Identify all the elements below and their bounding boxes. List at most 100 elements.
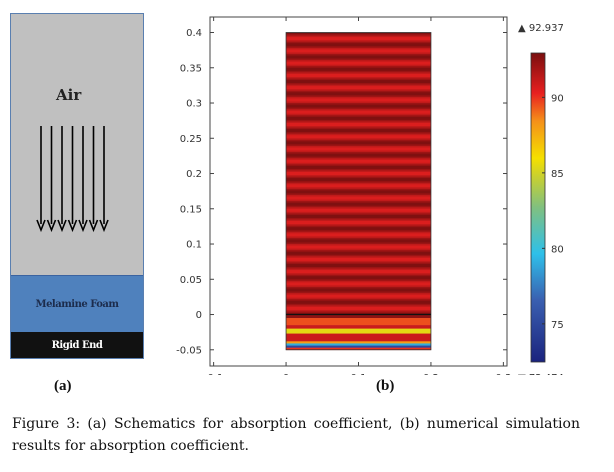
field-stripe xyxy=(286,83,431,86)
field-stripe xyxy=(286,308,431,311)
field-stripe xyxy=(286,279,431,282)
field-stripe xyxy=(286,221,431,224)
field-stripe xyxy=(286,32,431,35)
field-stripe xyxy=(286,162,431,165)
field-stripe xyxy=(286,76,431,79)
field-stripe xyxy=(286,109,431,112)
field-stripe xyxy=(286,49,431,52)
field-stripe xyxy=(286,118,431,121)
field-stripe xyxy=(286,153,431,156)
domain-outline xyxy=(285,32,432,351)
field-stripe xyxy=(286,99,431,102)
field-stripe xyxy=(286,285,431,288)
field-stripe xyxy=(286,40,431,43)
field-stripe xyxy=(286,294,431,297)
field-stripe xyxy=(286,67,431,70)
field-stripe xyxy=(286,305,431,308)
field-stripe xyxy=(286,257,431,260)
x-tick-label: -0.1 xyxy=(204,373,224,375)
field-stripe xyxy=(286,121,431,124)
field-stripe xyxy=(286,190,431,193)
field-stripe xyxy=(286,270,431,273)
field-stripe xyxy=(286,185,431,188)
field-stripe xyxy=(286,254,431,257)
colorbar xyxy=(530,52,546,363)
arrow-head-icon xyxy=(46,219,57,233)
field-stripe xyxy=(286,300,431,303)
field-stripe xyxy=(286,225,431,228)
y-tick-label: 0 xyxy=(196,310,202,321)
field-stripe xyxy=(286,211,431,214)
x-tick-label: 0.3 xyxy=(495,373,511,375)
field-stripe xyxy=(286,182,431,185)
field-stripe xyxy=(286,274,431,277)
field-stripe xyxy=(286,253,431,256)
field-stripe xyxy=(286,191,431,194)
field-stripe xyxy=(286,43,431,46)
field-stripe xyxy=(286,90,431,93)
field-stripe xyxy=(286,179,431,182)
y-tick-label: 0.2 xyxy=(186,169,202,180)
x-tick-label: 0.2 xyxy=(423,373,439,375)
field-stripe xyxy=(286,239,431,242)
field-stripe xyxy=(286,171,431,175)
field-stripe xyxy=(286,110,431,113)
field-stripe xyxy=(286,37,431,40)
field-stripe xyxy=(286,293,431,296)
field-stripe xyxy=(286,53,431,57)
field-stripe xyxy=(286,204,431,207)
field-stripe xyxy=(286,126,431,129)
field-stripe xyxy=(286,122,431,125)
field-stripe xyxy=(286,69,431,72)
field-stripe xyxy=(286,262,431,265)
field-stripe xyxy=(286,296,431,299)
field-stripe xyxy=(286,271,431,274)
simulation-plot: -0.1 0 0.1 0.2 0.3 0.4 0.35 0.3 0.25 0.2 0.15 0.1 0.… xyxy=(176,16,564,375)
field-stripe xyxy=(286,276,431,279)
field-stripe xyxy=(286,273,431,276)
arrow-head-icon xyxy=(67,219,78,233)
field-stripe xyxy=(286,168,431,171)
field-stripe xyxy=(286,64,431,67)
field-stripe xyxy=(286,98,431,101)
field-stripe xyxy=(286,199,431,202)
field-stripe xyxy=(286,302,431,305)
field-stripe xyxy=(286,207,431,210)
field-stripe xyxy=(286,46,431,49)
foam-band xyxy=(286,341,431,344)
field-stripe xyxy=(286,250,431,253)
field-stripe xyxy=(286,202,431,205)
field-stripe xyxy=(286,127,431,130)
field-stripe xyxy=(286,116,431,119)
foam-label: Melamine Foam xyxy=(35,298,120,310)
y-tick-label: 0.1 xyxy=(186,240,202,251)
field-stripe xyxy=(286,236,431,239)
field-stripe xyxy=(286,35,431,38)
arrow-head-icon xyxy=(57,219,67,233)
field-stripe xyxy=(286,93,431,96)
field-stripe xyxy=(286,263,431,266)
field-stripe xyxy=(286,41,431,44)
field-stripe xyxy=(286,92,431,95)
y-tick-label: 0.35 xyxy=(180,63,202,74)
field-stripe xyxy=(286,227,431,230)
field-stripe xyxy=(286,106,431,109)
field-stripe xyxy=(286,152,431,155)
field-stripe xyxy=(286,240,431,243)
field-stripe xyxy=(286,251,431,254)
field-stripe xyxy=(286,256,431,259)
field-stripe xyxy=(286,80,431,83)
field-stripe xyxy=(286,213,431,216)
foam-band xyxy=(286,333,431,342)
field-stripe xyxy=(286,155,431,158)
field-stripe xyxy=(286,173,431,176)
y-tick-label: 0.3 xyxy=(186,99,202,110)
field-stripe xyxy=(286,63,431,66)
field-stripe xyxy=(286,84,431,87)
field-stripe xyxy=(286,81,431,84)
field-stripe xyxy=(286,242,431,245)
field-stripe xyxy=(286,297,431,300)
field-stripe xyxy=(286,282,431,285)
field-stripe xyxy=(286,286,431,289)
field-stripe xyxy=(286,196,431,199)
